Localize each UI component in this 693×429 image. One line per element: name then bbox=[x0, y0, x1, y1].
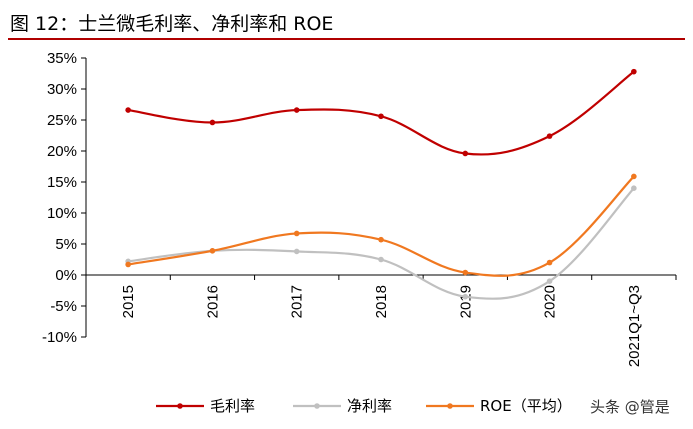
data-point bbox=[546, 259, 553, 266]
y-tick-label: 10% bbox=[47, 205, 77, 222]
y-tick-label: 35% bbox=[47, 50, 77, 67]
x-tick-label: 2019 bbox=[457, 285, 474, 318]
y-tick-label: 25% bbox=[47, 112, 77, 129]
y-tick-label: 20% bbox=[47, 143, 77, 160]
data-point bbox=[462, 150, 469, 157]
x-tick-label: 2021Q1~Q3 bbox=[626, 285, 643, 367]
x-tick-label: 2017 bbox=[289, 285, 306, 318]
y-tick-label: -10% bbox=[42, 329, 77, 346]
title-rule bbox=[8, 38, 685, 40]
series-2 bbox=[125, 173, 637, 277]
x-tick-label: 2020 bbox=[542, 285, 559, 318]
data-point bbox=[631, 68, 637, 75]
data-point bbox=[378, 113, 384, 120]
y-tick-labels: 35% 30% 25% 20% 15% 10% 5% 0% -5% -10% bbox=[42, 50, 77, 346]
legend: 毛利率 净利率 ROE（平均） bbox=[156, 397, 572, 415]
legend-label: 净利率 bbox=[347, 397, 392, 415]
series-lines bbox=[125, 68, 637, 300]
x-tick-labels: 2015 2016 2017 2018 2019 2020 2021Q1~Q3 bbox=[120, 285, 643, 367]
legend-item: 毛利率 bbox=[156, 397, 255, 415]
data-point bbox=[462, 293, 469, 300]
legend-label: ROE（平均） bbox=[480, 397, 572, 415]
watermark: 头条 @管是 bbox=[590, 398, 670, 416]
legend-item: ROE（平均） bbox=[426, 397, 572, 415]
legend-marker bbox=[314, 403, 320, 409]
x-tick-label: 2018 bbox=[373, 285, 390, 318]
series-line bbox=[127, 70, 635, 156]
x-tick-label: 2015 bbox=[120, 285, 137, 318]
legend-marker bbox=[447, 403, 453, 409]
data-point bbox=[293, 230, 300, 237]
series-0 bbox=[125, 68, 637, 157]
legend-label: 毛利率 bbox=[210, 397, 255, 415]
y-tick-label: 5% bbox=[55, 236, 77, 253]
data-point bbox=[462, 269, 469, 276]
legend-item: 净利率 bbox=[293, 397, 392, 415]
data-point bbox=[293, 107, 300, 113]
data-point bbox=[631, 185, 637, 191]
data-point bbox=[546, 278, 553, 285]
data-point bbox=[546, 133, 553, 139]
x-tick-label: 2016 bbox=[204, 285, 221, 318]
y-tick-label: 0% bbox=[55, 267, 77, 284]
data-point bbox=[125, 261, 131, 268]
chart-title: 图 12：士兰微毛利率、净利率和 ROE bbox=[10, 13, 334, 35]
legend-marker bbox=[177, 403, 183, 409]
y-tick-label: -5% bbox=[50, 298, 77, 315]
series-line bbox=[128, 187, 635, 300]
data-point bbox=[631, 173, 637, 180]
y-tick-label: 15% bbox=[47, 174, 77, 191]
data-point bbox=[378, 256, 384, 263]
axes bbox=[81, 57, 677, 338]
data-point bbox=[378, 236, 384, 243]
data-point bbox=[125, 107, 131, 113]
data-point bbox=[209, 119, 216, 126]
data-point bbox=[209, 248, 216, 254]
y-tick-label: 30% bbox=[47, 81, 77, 98]
data-point bbox=[293, 248, 300, 255]
